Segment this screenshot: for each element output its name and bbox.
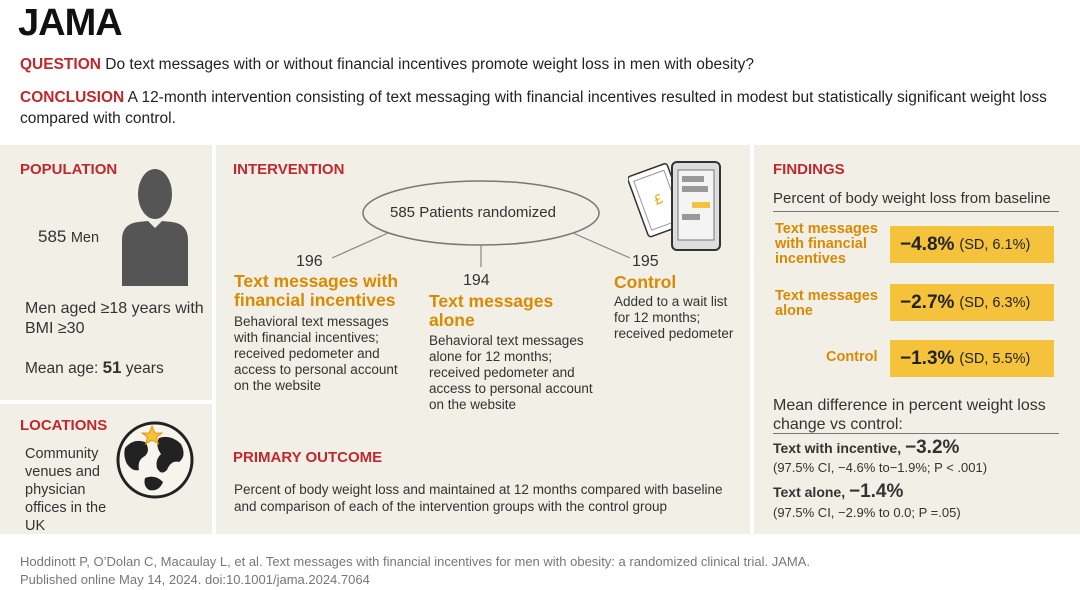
mean-age: Mean age: 51 years [25,358,164,378]
findings-subtitle: Percent of body weight loss from baselin… [773,190,1051,207]
finding-row3-value-box: −1.3% (SD, 5.5%) [890,340,1054,377]
group2-n: 194 [463,272,490,289]
group3-name: Control [614,272,677,292]
diff2-value: −1.4% [848,481,904,502]
diff2-ci: (97.5% CI, −2.9% to 0.0; P =.05) [773,505,961,520]
primary-outcome-title: PRIMARY OUTCOME [233,449,383,466]
person-icon [122,169,188,286]
population-count-label: Men [70,230,100,246]
finding-row1-label: Text messages with financial incentives [775,221,878,267]
randomization-diagram [331,180,631,267]
citation-line2: Published online May 14, 2024. doi:10.10… [20,572,370,587]
mean-diff-divider [773,433,1059,434]
population-criteria: Men aged ≥18 years with BMI ≥30 [25,300,204,337]
population-count: 585 Men [38,227,99,247]
conclusion-text: A 12-month intervention consisting of te… [20,89,1047,127]
conclusion-line: CONCLUSION A 12-month intervention consi… [20,87,1060,129]
phone-money-icon: £ [628,161,721,251]
diff1-label: Text with incentive, [773,440,902,456]
mean-age-label: Mean age: [25,360,99,377]
population-count-number: 585 [38,227,67,246]
findings-divider [773,211,1059,212]
diff1-line: Text with incentive, −3.2% [773,437,959,459]
diff2-line: Text alone, −1.4% [773,481,903,503]
finding-row1-value-box: −4.8% (SD, 6.1%) [890,226,1054,263]
finding-row2-sd: (SD, 6.3%) [959,294,1031,311]
finding-row3-value: −1.3% [900,347,955,369]
finding-row1-value: −4.8% [900,233,955,255]
finding-row2-value: −2.7% [900,291,955,313]
group2-desc: Behavioral text messages alone for 12 mo… [429,333,593,412]
diff1-value: −3.2% [905,437,960,458]
group1-n: 196 [296,253,323,270]
population-title: POPULATION [20,161,118,178]
finding-row3-sd: (SD, 5.5%) [959,350,1031,367]
findings-panel [754,145,1080,534]
group2-name: Text messages alone [429,291,554,330]
finding-row2-label: Text messages alone [775,288,878,319]
diff2-label: Text alone, [773,484,846,500]
group1-desc: Behavioral text messages with financial … [234,314,398,393]
finding-row2-value-box: −2.7% (SD, 6.3%) [890,284,1054,321]
mean-age-unit: years [125,360,164,377]
findings-title: FINDINGS [773,161,845,178]
intervention-title: INTERVENTION [233,161,345,178]
finding-row3-label: Control [826,349,878,365]
randomized-label: 585 Patients randomized [390,204,556,221]
finding-row1-sd: (SD, 6.1%) [959,236,1031,253]
locations-text: Community venues and physician offices i… [25,446,107,534]
locations-title: LOCATIONS [20,417,108,434]
mean-age-value: 51 [102,358,122,377]
mean-diff-title: Mean difference in percent weight loss c… [773,397,1046,433]
primary-outcome-text: Percent of body weight loss and maintain… [234,482,723,514]
group1-name: Text messages with financial incentives [234,271,399,310]
group3-desc: Added to a wait list for 12 months; rece… [614,294,734,341]
jama-logo: JAMA [18,2,123,44]
question-text: Do text messages with or without financi… [105,56,754,73]
conclusion-label: CONCLUSION [20,89,125,106]
globe-icon [116,421,194,499]
question-label: QUESTION [20,56,101,73]
citation-line1: Hoddinott P, O’Dolan C, Macaulay L, et a… [20,554,810,569]
group3-n: 195 [632,253,659,270]
question-line: QUESTION Do text messages with or withou… [20,54,1060,75]
diff1-ci: (97.5% CI, −4.6% to−1.9%; P < .001) [773,460,988,475]
